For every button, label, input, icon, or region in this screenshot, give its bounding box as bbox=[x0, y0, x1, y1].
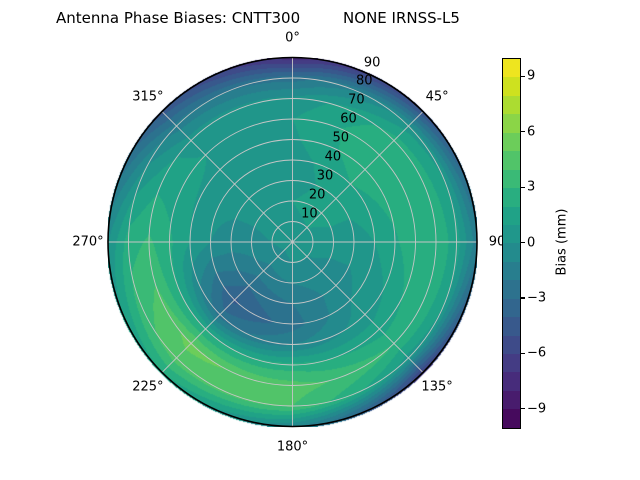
colorbar-band bbox=[503, 77, 520, 96]
colorbar-tick-mark bbox=[521, 242, 525, 244]
colorbar-band bbox=[503, 317, 520, 336]
r-tick-label-20: 20 bbox=[308, 187, 326, 203]
colorbar-band bbox=[503, 206, 520, 225]
colorbar-tick-mark bbox=[521, 408, 525, 410]
polar-contour-field bbox=[108, 57, 477, 427]
r-tick-label-70: 70 bbox=[348, 92, 365, 108]
theta-tick-label-45: 45° bbox=[425, 89, 449, 105]
colorbar-tick-label--6: −6 bbox=[527, 345, 547, 361]
colorbar-band bbox=[503, 95, 520, 115]
colorbar bbox=[502, 58, 521, 429]
colorbar-tick-mark bbox=[521, 352, 525, 354]
colorbar-axis-label: Bias (mm) bbox=[554, 208, 570, 276]
r-tick-label-30: 30 bbox=[316, 168, 334, 184]
colorbar-band bbox=[503, 409, 520, 428]
colorbar-band bbox=[503, 132, 520, 152]
r-tick-label-50: 50 bbox=[332, 130, 349, 146]
r-tick-label-60: 60 bbox=[340, 111, 357, 127]
r-tick-label-80: 80 bbox=[355, 73, 373, 89]
r-tick-label-90: 90 bbox=[363, 55, 381, 71]
chart-title: Antenna Phase Biases: CNTT300 NONE IRNSS… bbox=[56, 9, 460, 27]
colorbar-band bbox=[503, 335, 520, 354]
colorbar-band bbox=[503, 280, 520, 299]
colorbar-tick-mark bbox=[521, 186, 525, 188]
colorbar-tick-mark bbox=[521, 297, 525, 299]
colorbar-band bbox=[503, 169, 520, 189]
colorbar-tick-label-0: 0 bbox=[527, 235, 536, 250]
colorbar-tick-label-6: 6 bbox=[527, 124, 536, 140]
colorbar-tick-label-3: 3 bbox=[527, 179, 536, 195]
r-tick-label-40: 40 bbox=[324, 149, 342, 165]
colorbar-band bbox=[503, 59, 520, 78]
theta-tick-label-315: 315° bbox=[132, 89, 164, 105]
colorbar-band bbox=[503, 354, 520, 373]
colorbar-band bbox=[503, 372, 520, 391]
theta-tick-label-180: 180° bbox=[276, 439, 309, 454]
theta-tick-label-0: 0° bbox=[285, 30, 300, 45]
theta-tick-label-225: 225° bbox=[132, 379, 164, 395]
colorbar-band bbox=[503, 243, 520, 262]
colorbar-band bbox=[503, 224, 520, 244]
theta-tick-label-270: 270° bbox=[72, 234, 104, 250]
colorbar-band bbox=[503, 390, 520, 410]
theta-tick-label-135: 135° bbox=[421, 379, 453, 395]
colorbar-band bbox=[503, 261, 520, 281]
colorbar-band bbox=[503, 114, 520, 133]
r-tick-label-10: 10 bbox=[301, 206, 318, 222]
colorbar-tick-label--9: −9 bbox=[527, 401, 547, 417]
colorbar-tick-label--3: −3 bbox=[527, 290, 547, 306]
colorbar-band bbox=[503, 188, 520, 207]
colorbar-tick-mark bbox=[521, 131, 525, 133]
colorbar-tick-mark bbox=[521, 75, 525, 78]
colorbar-band bbox=[503, 151, 520, 170]
colorbar-tick-label-9: 9 bbox=[527, 68, 536, 84]
theta-tick-label-90: 90 bbox=[488, 234, 506, 250]
colorbar-band bbox=[503, 298, 520, 318]
